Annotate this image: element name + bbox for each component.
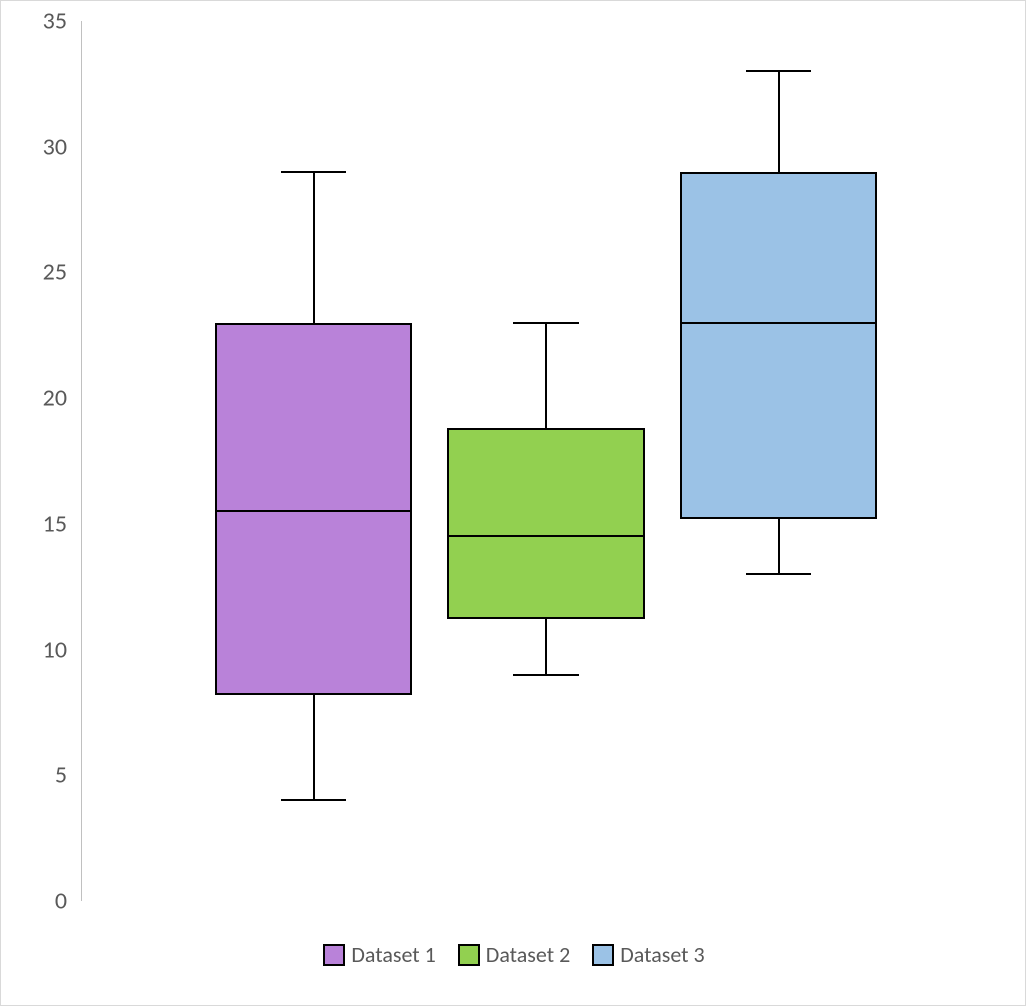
legend-label: Dataset 3 [620,941,704,968]
y-tick-label: 5 [55,761,81,790]
y-tick-label: 35 [43,7,81,36]
median-line [215,510,413,512]
y-tick-label: 0 [55,887,81,916]
y-tick-label: 25 [43,258,81,287]
y-tick-label: 15 [43,509,81,538]
whisker-cap-min [513,674,578,676]
legend-item-3: Dataset 3 [592,941,704,968]
legend: Dataset 1 Dataset 2 Dataset 3 [1,941,1026,968]
whisker-cap-max [746,70,811,72]
whisker-lower [778,519,780,574]
legend-swatch [592,944,614,966]
median-line [680,322,878,324]
y-axis-line [81,21,82,901]
box-3 [680,172,878,519]
legend-item-2: Dataset 2 [458,941,570,968]
y-tick-label: 20 [43,384,81,413]
whisker-upper [545,323,547,429]
chart-frame: 05101520253035 Dataset 1Dataset 2Dataset… [0,0,1026,1006]
median-line [447,535,645,537]
whisker-lower [545,619,547,674]
box-1 [215,323,413,695]
box-2 [447,428,645,619]
whisker-upper [778,71,780,172]
legend-swatch [323,944,345,966]
y-tick-label: 10 [43,635,81,664]
legend-label: Dataset 2 [486,941,570,968]
whisker-cap-max [281,171,346,173]
whisker-lower [313,695,315,801]
whisker-cap-min [281,799,346,801]
y-tick-label: 30 [43,132,81,161]
legend-label: Dataset 1 [351,941,435,968]
whisker-cap-min [746,573,811,575]
legend-item-1: Dataset 1 [323,941,435,968]
legend-swatch [458,944,480,966]
whisker-cap-max [513,322,578,324]
whisker-upper [313,172,315,323]
plot-area: 05101520253035 [81,21,1011,901]
